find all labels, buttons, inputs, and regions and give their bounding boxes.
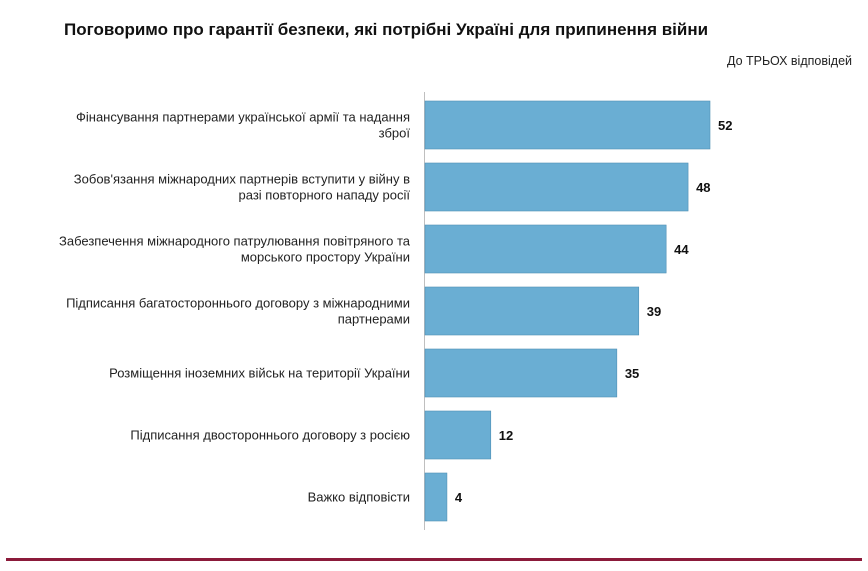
bar-value-label-6: 12: [499, 428, 513, 443]
bar-6: [424, 410, 492, 460]
category-label-1-line-2: зброї: [379, 126, 411, 141]
category-label-5-line-1: Розміщення іноземних військ на території…: [109, 366, 410, 381]
bar-value-label-1: 52: [718, 118, 732, 133]
category-label-6-line-1: Підписання двостороннього договору з рос…: [130, 428, 410, 443]
bars-group: 52 Фінансування партнерами української ар…: [59, 100, 732, 522]
category-label-4-line-1: Підписання багатостороннього договору з …: [66, 296, 410, 311]
bar-3: [424, 224, 667, 274]
category-label-1-line-1: Фінансування партнерами української армі…: [76, 110, 410, 125]
bar-5: [424, 348, 618, 398]
category-label-7-line-1: Важко відповісти: [308, 490, 410, 505]
bar-4: [424, 286, 640, 336]
category-label-4-line-2: партнерами: [338, 312, 410, 327]
bar-1: [424, 100, 711, 150]
chart-title: Поговоримо про гарантії безпеки, які пот…: [64, 20, 709, 39]
bar-7: [424, 472, 448, 522]
bar-value-label-4: 39: [647, 304, 661, 319]
bar-value-label-5: 35: [625, 366, 639, 381]
category-label-2-line-1: Зобов'язання міжнародних партнерів вступ…: [74, 172, 410, 187]
bar-value-label-7: 4: [455, 490, 463, 505]
category-label-2-line-2: разі повторного нападу росії: [239, 188, 411, 203]
bar-2: [424, 162, 689, 212]
category-label-3-line-2: морського простору України: [241, 250, 410, 265]
bar-value-label-2: 48: [696, 180, 710, 195]
category-label-3-line-1: Забезпечення міжнародного патрулювання п…: [59, 234, 411, 249]
bottom-accent-rule: [6, 558, 862, 561]
chart-subtitle: До ТРЬОХ відповідей: [727, 54, 852, 68]
bar-value-label-3: 44: [674, 242, 689, 257]
